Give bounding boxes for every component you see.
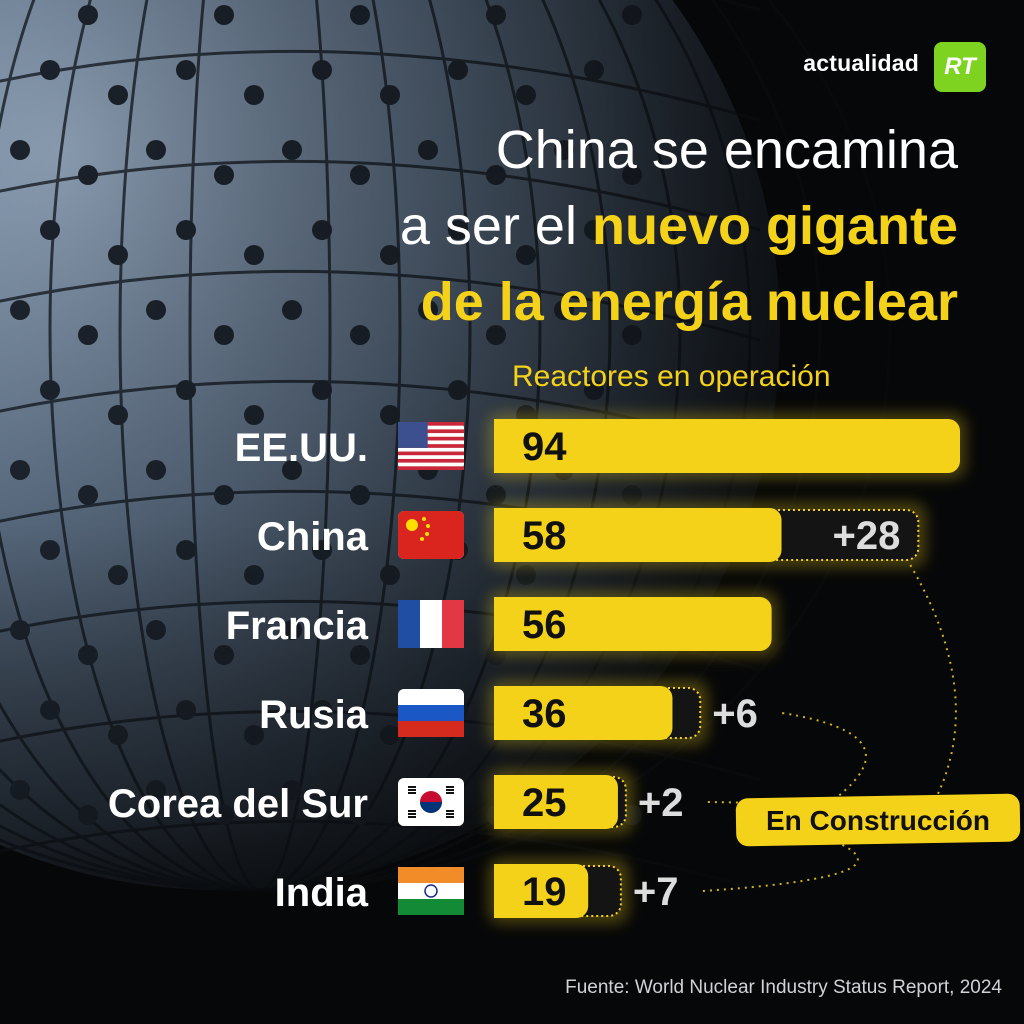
category-label: Corea del Sur	[108, 782, 368, 826]
bar-operating-edge-2	[494, 597, 508, 651]
headline: China se encamina a ser el nuevo gigante…	[400, 112, 958, 340]
construction-value-label: +7	[633, 870, 679, 914]
headline-line-2: a ser el nuevo gigante	[400, 188, 958, 264]
chart-title: Reactores en operación	[512, 360, 831, 393]
headline-line-1: China se encamina	[495, 120, 958, 180]
flag-india-icon	[398, 867, 464, 915]
bar-operating-4	[494, 775, 618, 829]
flag-france-icon	[398, 600, 464, 648]
construction-connector	[702, 841, 859, 892]
bar-operating-1	[494, 508, 782, 562]
brand-name: actualidad	[803, 50, 919, 76]
bar-value-label: 19	[522, 870, 567, 914]
headline-line-2-white: a ser el	[399, 196, 592, 256]
category-label: India	[275, 871, 369, 915]
bar-value-label: 36	[522, 692, 567, 736]
flag-russia-icon	[398, 689, 464, 737]
bar-operating-5	[494, 864, 589, 918]
construction-value-label: +6	[712, 692, 758, 736]
construction-value-label: +28	[832, 514, 900, 558]
category-label: Rusia	[259, 693, 369, 737]
bar-value-label: 94	[522, 425, 567, 469]
bar-operating-0	[494, 419, 960, 473]
source-note: Fuente: World Nuclear Industry Status Re…	[565, 977, 1002, 998]
bar-value-label: 58	[522, 514, 567, 558]
bar-value-label: 56	[522, 603, 567, 647]
bar-operating-edge-5	[494, 864, 508, 918]
bar-operating-2	[494, 597, 772, 651]
category-label: China	[257, 515, 369, 559]
construction-connector	[909, 564, 957, 799]
rt-logo-icon: RT	[934, 42, 986, 92]
construction-connector	[782, 712, 867, 799]
headline-line-3: de la energía nuclear	[420, 272, 958, 332]
flag-south-korea-icon	[398, 778, 464, 826]
bar-operating-edge-4	[494, 775, 508, 829]
legend-construction-label: En Construcción	[766, 805, 990, 836]
bar-operating-edge-3	[494, 686, 508, 740]
flag-china-icon	[398, 511, 464, 559]
legend-construction-badge	[735, 793, 1021, 847]
bar-operating-3	[494, 686, 673, 740]
headline-line-2-yellow: nuevo gigante	[591, 196, 958, 256]
flag-us-icon	[398, 422, 464, 470]
bar-value-label: 25	[522, 781, 567, 825]
construction-value-label: +2	[638, 781, 684, 825]
bar-operating-edge-0	[494, 419, 508, 473]
category-label: Francia	[226, 604, 369, 648]
category-label: EE.UU.	[235, 426, 368, 470]
bar-operating-edge-1	[494, 508, 508, 562]
